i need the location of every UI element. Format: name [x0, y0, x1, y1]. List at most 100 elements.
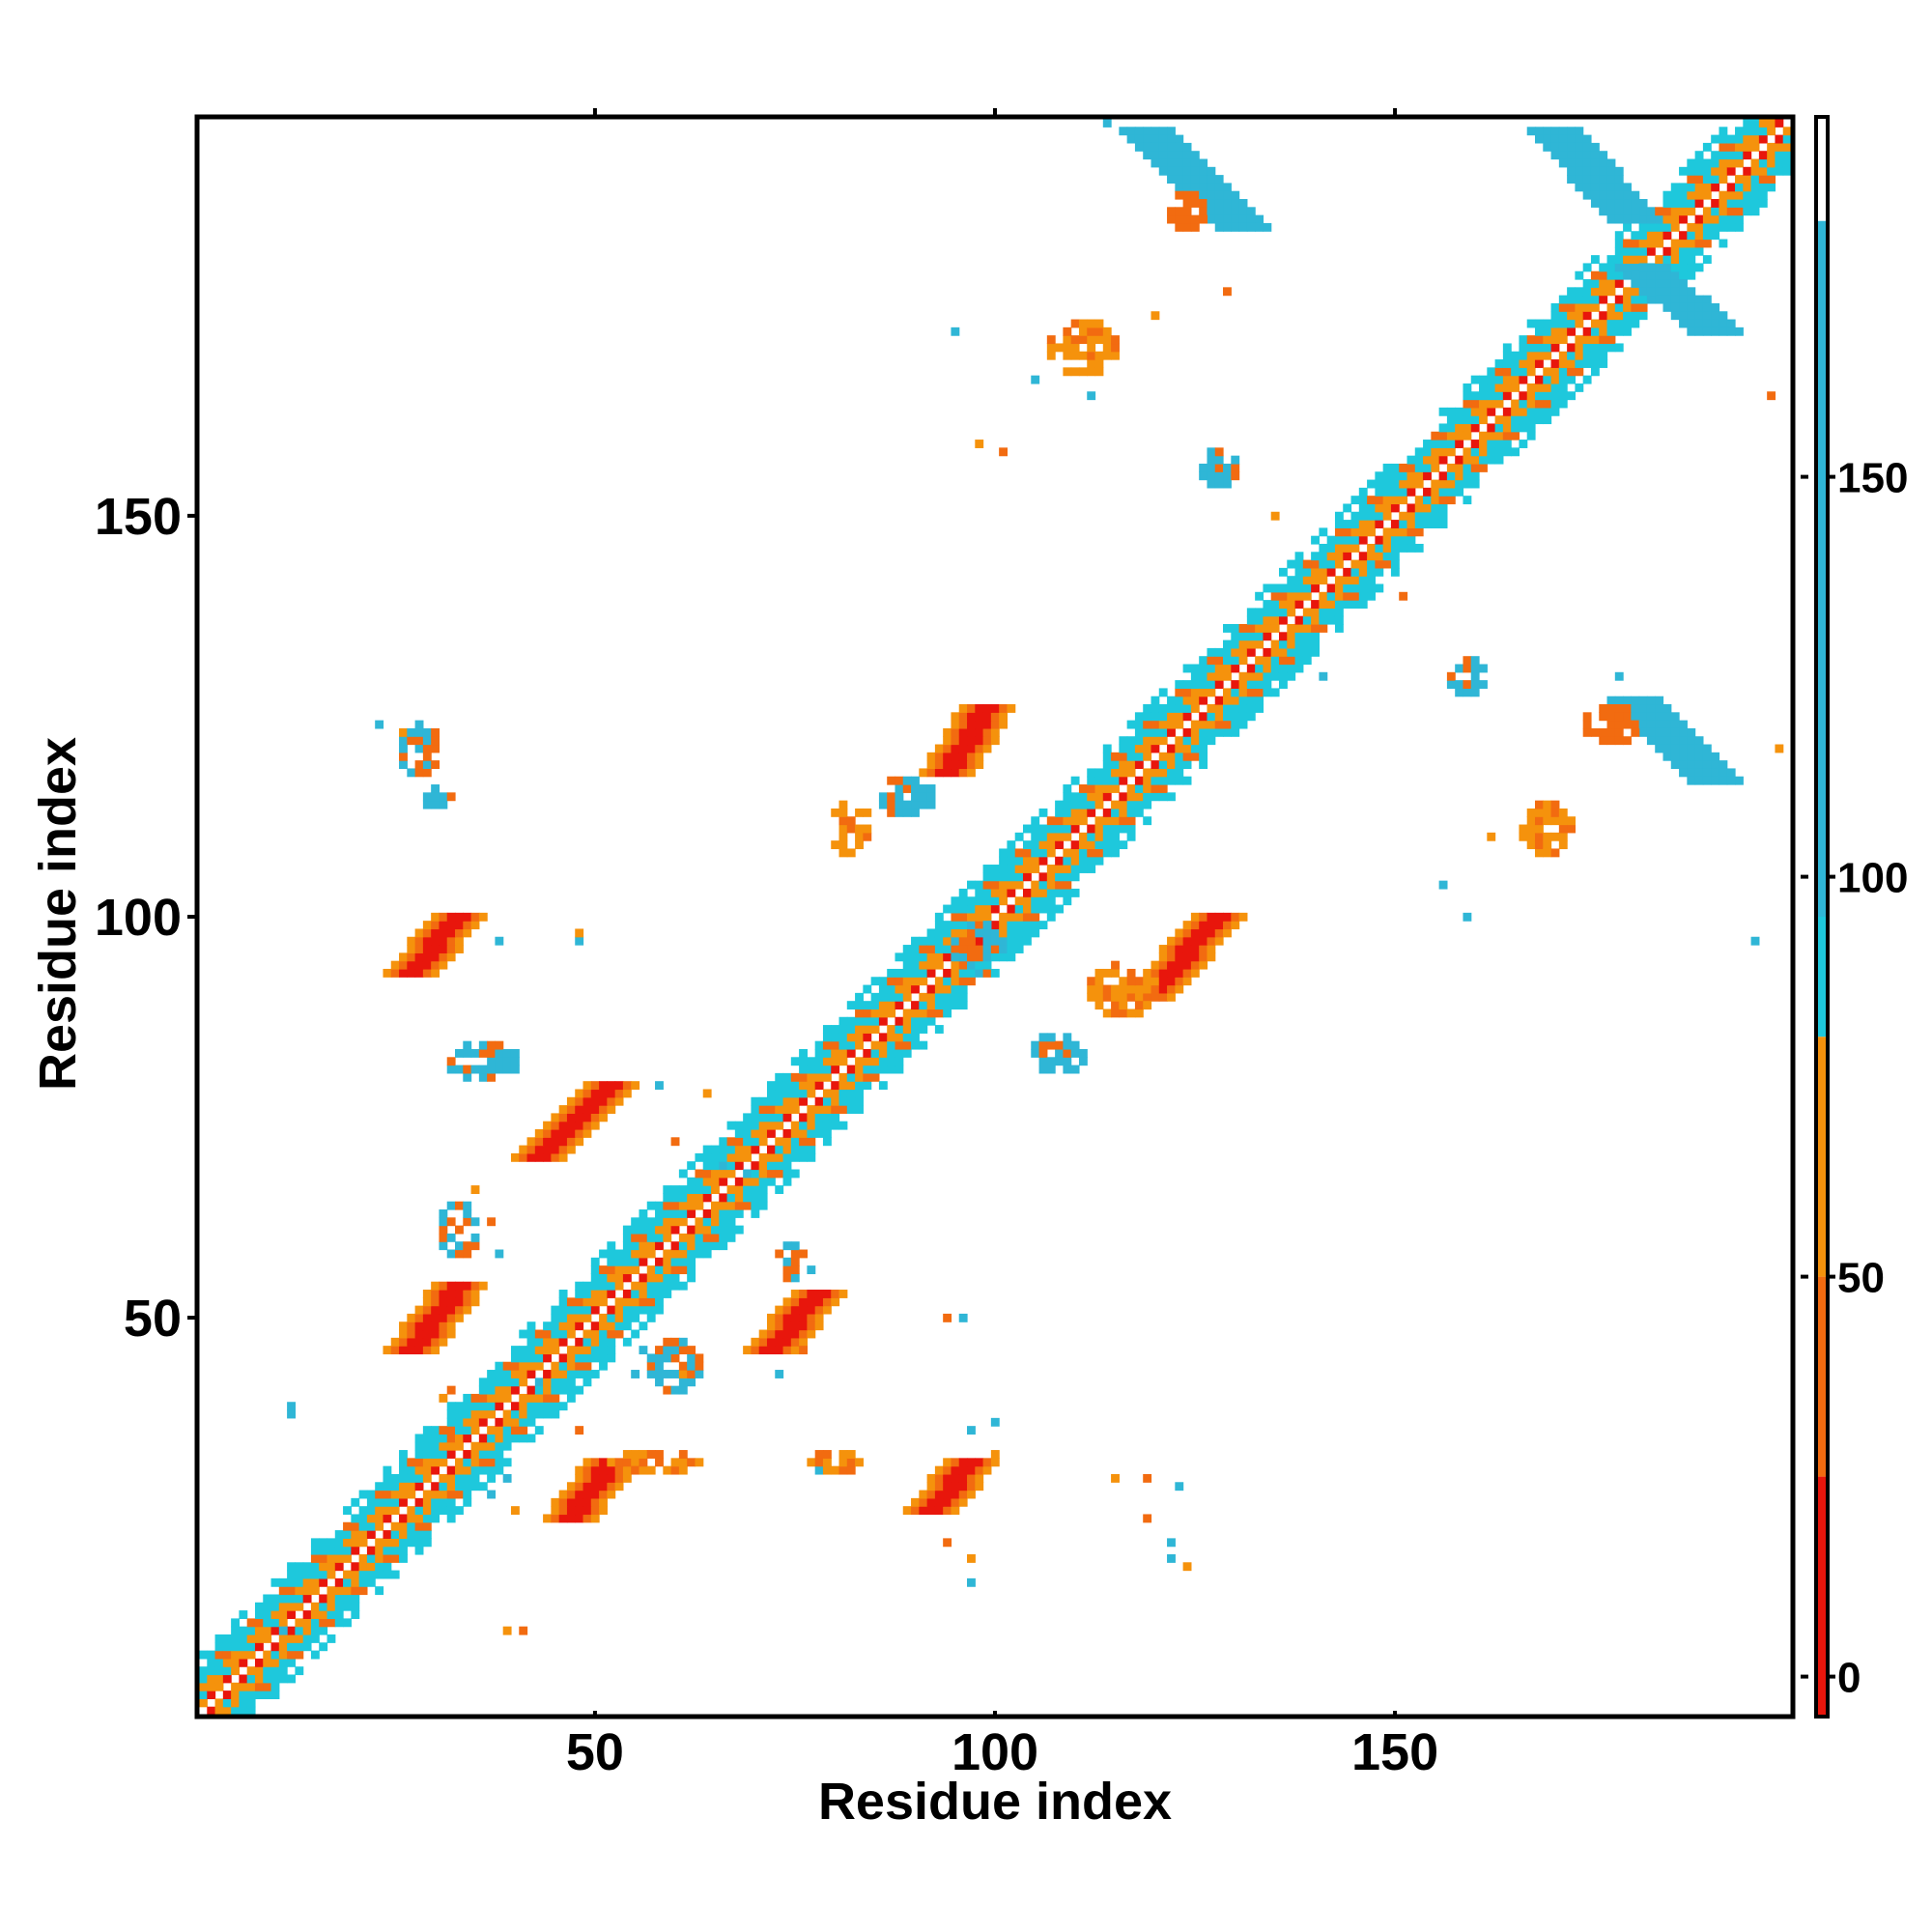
heatmap-cell [510, 1152, 520, 1162]
heatmap-cell [558, 1497, 568, 1507]
heatmap-cell [1055, 1057, 1064, 1066]
heatmap-cell [1399, 479, 1408, 489]
heatmap-cell [446, 1482, 456, 1492]
heatmap-cell [1070, 1048, 1080, 1058]
heatmap-cell [1214, 696, 1224, 705]
heatmap-cell [1119, 977, 1128, 986]
heatmap-cell [967, 912, 976, 922]
heatmap-cell [582, 1506, 592, 1516]
heatmap-cell [446, 1441, 456, 1451]
heatmap-cell [895, 792, 904, 802]
heatmap-cell [1623, 736, 1632, 746]
heatmap-cell [646, 1353, 656, 1363]
heatmap-cell [1711, 151, 1720, 160]
heatmap-cell [295, 1626, 304, 1635]
heatmap-cell [743, 1346, 753, 1355]
heatmap-cell [775, 1337, 784, 1347]
heatmap-cell [646, 1217, 656, 1227]
heatmap-cell [926, 800, 936, 810]
heatmap-cell [551, 1121, 560, 1130]
heatmap-cell [599, 1465, 608, 1475]
heatmap-cell [1182, 688, 1192, 697]
heatmap-cell [807, 1297, 816, 1307]
heatmap-cell [1558, 832, 1568, 841]
heatmap-cell [327, 1610, 336, 1619]
heatmap-cell [943, 936, 952, 946]
heatmap-cell [1182, 207, 1192, 216]
heatmap-cell [310, 1562, 320, 1572]
heatmap-cell [775, 1137, 784, 1147]
heatmap-cell [911, 1009, 920, 1018]
heatmap-cell [1662, 295, 1672, 304]
heatmap-cell [1207, 945, 1216, 953]
heatmap-cell [319, 1538, 328, 1548]
heatmap-cell [1582, 134, 1592, 144]
heatmap-cell [334, 1602, 344, 1611]
heatmap-cell [1726, 151, 1736, 160]
heatmap-cell [239, 1642, 248, 1652]
heatmap-cell [1646, 696, 1656, 705]
heatmap-cell [982, 880, 992, 890]
heatmap-cell [726, 1225, 736, 1235]
heatmap-cell [1526, 840, 1536, 850]
heatmap-cell [278, 1594, 288, 1604]
heatmap-cell [1255, 688, 1264, 697]
heatmap-cell [1182, 968, 1192, 978]
heatmap-cell [1702, 752, 1712, 761]
heatmap-cell [807, 1321, 816, 1331]
heatmap-cell [1199, 960, 1208, 970]
heatmap-cell [343, 1602, 352, 1611]
heatmap-cell [1207, 455, 1216, 465]
heatmap-cell [943, 1458, 952, 1467]
heatmap-cell [1687, 263, 1696, 272]
heatmap-cell [1735, 134, 1744, 144]
heatmap-cell [487, 1426, 497, 1435]
heatmap-cell [1158, 151, 1168, 160]
heatmap-cell [487, 1473, 497, 1483]
heatmap-cell [614, 1089, 624, 1098]
heatmap-cell [1214, 447, 1224, 457]
heatmap-cell [1662, 270, 1672, 280]
heatmap-cell [1582, 335, 1592, 345]
heatmap-cell [958, 768, 968, 778]
heatmap-cell [1278, 671, 1288, 681]
heatmap-cell [639, 1297, 648, 1307]
heatmap-cell [407, 1514, 416, 1523]
heatmap-cell [1270, 623, 1280, 633]
heatmap-cell [510, 1506, 520, 1516]
heatmap-cell [487, 1441, 497, 1451]
heatmap-cell [1575, 166, 1584, 176]
heatmap-cell [1038, 1048, 1048, 1058]
heatmap-cell [431, 1305, 440, 1315]
heatmap-cell [582, 1105, 592, 1114]
heatmap-cell [1758, 134, 1768, 144]
heatmap-cell [439, 921, 448, 930]
heatmap-cell [207, 1674, 216, 1684]
heatmap-cell [934, 952, 944, 962]
heatmap-cell [1238, 222, 1248, 232]
heatmap-cell [1687, 752, 1696, 761]
heatmap-cell [590, 1497, 600, 1507]
heatmap-cell [1479, 664, 1488, 673]
heatmap-cell [614, 1096, 624, 1106]
heatmap-cell [1590, 279, 1600, 288]
heatmap-cell [999, 848, 1009, 858]
heatmap-cell [558, 1305, 568, 1315]
heatmap-cell [1679, 263, 1688, 272]
heatmap-cell [470, 1217, 480, 1227]
heatmap-cell [799, 1081, 808, 1091]
heatmap-cell [1134, 736, 1144, 746]
heatmap-cell [1502, 431, 1512, 440]
heatmap-cell [1711, 175, 1720, 185]
heatmap-cell [1014, 928, 1024, 938]
heatmap-cell [855, 1105, 864, 1114]
heatmap-cell [766, 1337, 776, 1347]
heatmap-cell [463, 1241, 472, 1251]
heatmap-cell [799, 1128, 808, 1138]
heatmap-cell [1758, 127, 1768, 136]
heatmap-cell [1078, 335, 1088, 345]
heatmap-cell [799, 1346, 808, 1355]
heatmap-cell [1502, 407, 1512, 416]
heatmap-cell [1038, 824, 1048, 834]
heatmap-cell [1167, 727, 1176, 737]
